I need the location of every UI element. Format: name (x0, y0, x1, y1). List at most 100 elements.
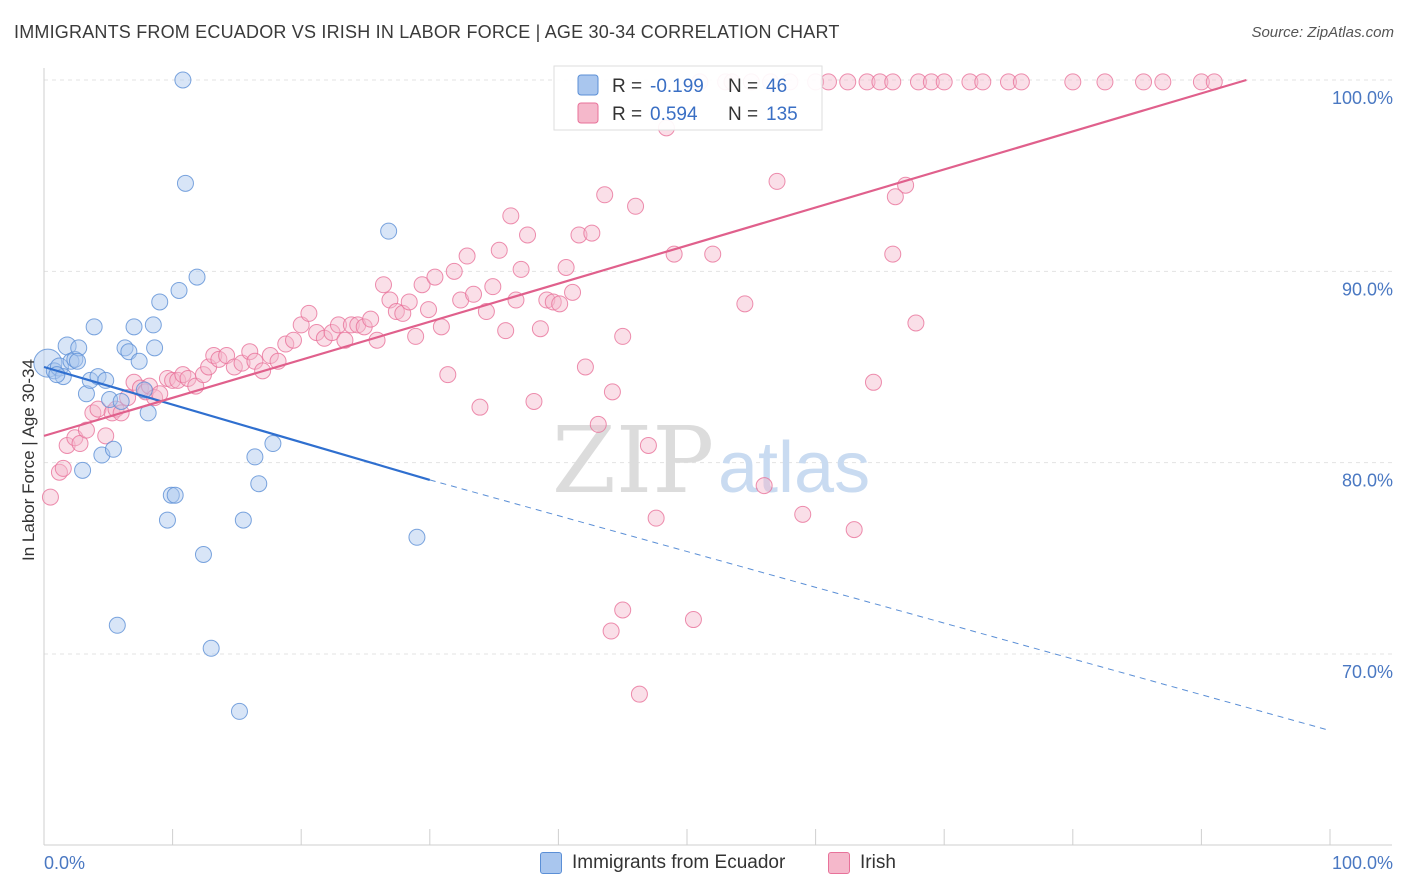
watermark: ZIP atlas (552, 407, 870, 514)
trend-line-ecuador (43, 365, 431, 481)
data-point (176, 174, 194, 192)
chart-title: IMMIGRANTS FROM ECUADOR VS IRISH IN LABO… (14, 22, 840, 42)
data-point (54, 459, 72, 477)
data-point (336, 331, 354, 349)
data-point (1064, 73, 1082, 91)
legend-swatch-ecuador (540, 852, 562, 874)
data-point (413, 276, 431, 294)
data-point (284, 331, 302, 349)
legend-n-label: N = (728, 76, 758, 97)
data-point (602, 622, 620, 640)
data-point (230, 702, 248, 720)
data-point (551, 295, 569, 313)
trend-line-irish (43, 78, 1247, 437)
data-point (362, 310, 380, 328)
data-point (426, 268, 444, 286)
data-point (104, 440, 122, 458)
legend-swatch (577, 102, 599, 124)
data-point (1192, 73, 1210, 91)
bottom-legend: Immigrants from Ecuador Irish (0, 852, 1406, 878)
data-point (502, 207, 520, 225)
data-point (277, 335, 295, 353)
grid (44, 79, 1392, 655)
data-point (596, 186, 614, 204)
data-point (158, 511, 176, 529)
data-point (445, 262, 463, 280)
data-point (170, 281, 188, 299)
data-point (471, 398, 489, 416)
y-tick-label: 70.0% (1342, 662, 1393, 682)
data-point (907, 314, 925, 332)
data-point (519, 226, 537, 244)
data-point (300, 304, 318, 322)
data-point (570, 226, 588, 244)
data-point (387, 303, 405, 321)
data-point (538, 291, 556, 309)
data-point (465, 285, 483, 303)
axes (43, 68, 1392, 846)
bottom-legend-label: Immigrants from Ecuador (572, 852, 786, 873)
legend-r-label: R = (612, 104, 642, 125)
data-point (871, 73, 889, 91)
data-point (974, 73, 992, 91)
data-point (439, 366, 457, 384)
data-point (112, 392, 130, 410)
legend: R = -0.199 N = 46 R = 0.594 N = 135 (553, 65, 823, 131)
data-point (858, 73, 876, 91)
legend-r-label: R = (612, 76, 642, 97)
bottom-legend-item-irish: Irish (828, 852, 896, 874)
data-point (380, 222, 398, 240)
y-tick-label: 80.0% (1342, 471, 1393, 491)
data-point (74, 461, 92, 479)
data-point (704, 245, 722, 263)
data-point (839, 73, 857, 91)
data-point (246, 448, 264, 466)
legend-n-value: 135 (766, 104, 798, 125)
data-point (544, 293, 562, 311)
data-point (400, 293, 418, 311)
y-tick-label: 100.0% (1332, 88, 1393, 108)
data-point (490, 241, 508, 259)
data-point (614, 327, 632, 345)
watermark-atlas: atlas (718, 428, 870, 508)
data-point (886, 188, 904, 206)
trend-extension-ecuador (429, 479, 1331, 732)
data-point (935, 73, 953, 91)
data-point (794, 505, 812, 523)
data-point (41, 488, 59, 506)
data-point (146, 339, 164, 357)
data-point (684, 611, 702, 629)
data-point (264, 435, 282, 453)
data-point (484, 278, 502, 296)
data-point (130, 352, 148, 370)
legend-swatch-irish (828, 852, 850, 874)
data-point (614, 601, 632, 619)
data-point (589, 415, 607, 433)
data-point (194, 546, 212, 564)
data-point (77, 385, 95, 403)
source-note: Source: ZipAtlas.com (1251, 24, 1394, 41)
data-point (89, 400, 107, 418)
data-point (736, 295, 754, 313)
data-point (151, 293, 169, 311)
data-point (188, 268, 206, 286)
data-point (497, 322, 515, 340)
data-point (135, 381, 153, 399)
data-point (97, 427, 115, 445)
y-axis-title: In Labor Force | Age 30-34 (19, 359, 38, 561)
legend-r-value: 0.594 (650, 104, 698, 125)
data-point (420, 301, 438, 319)
data-point (603, 383, 621, 401)
legend-box (553, 65, 823, 131)
data-point (108, 616, 126, 634)
data-point (1096, 73, 1114, 91)
watermark-zip: ZIP (552, 407, 714, 514)
data-point (512, 260, 530, 278)
data-point (627, 197, 645, 215)
data-point (477, 303, 495, 321)
data-point (342, 316, 360, 334)
data-point (639, 436, 657, 454)
data-point (241, 343, 259, 361)
data-point (1000, 73, 1017, 91)
data-point (531, 320, 549, 338)
